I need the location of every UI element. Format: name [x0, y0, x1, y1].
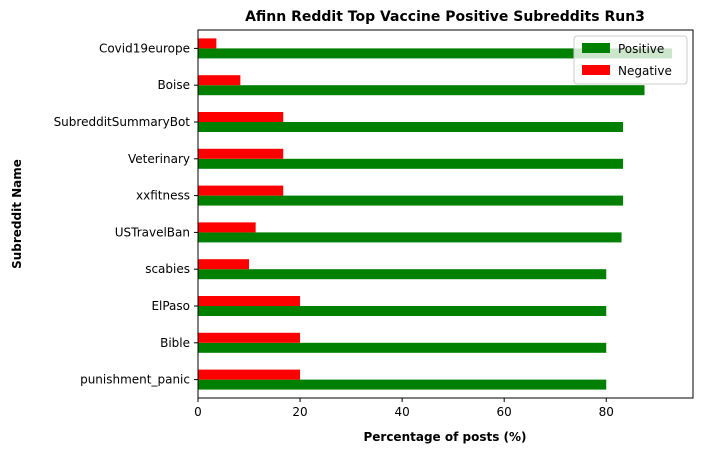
- legend: Positive Negative: [573, 35, 688, 85]
- bar-positive-Veterinary: [198, 158, 624, 169]
- legend-label-negative: Negative: [618, 64, 672, 78]
- bar-negative-scabies: [198, 259, 250, 270]
- bar-negative-Covid19europe: [198, 38, 217, 49]
- y-tick-label: Boise: [157, 78, 190, 92]
- y-tick-label: SubredditSummaryBot: [54, 115, 191, 129]
- bar-positive-Bible: [198, 342, 607, 353]
- bar-negative-SubredditSummaryBot: [198, 112, 284, 122]
- bar-positive-USTravelBan: [198, 232, 622, 243]
- bar-negative-Boise: [198, 75, 241, 86]
- x-tick-label: 20: [292, 405, 307, 419]
- bar-positive-ElPaso: [198, 306, 607, 316]
- y-tick-label: Bible: [160, 336, 190, 350]
- x-tick-label: 60: [497, 405, 512, 419]
- y-tick-label: ElPaso: [151, 299, 190, 313]
- bar-positive-scabies: [198, 269, 607, 280]
- y-tick-label: xxfitness: [136, 189, 190, 203]
- bar-negative-Bible: [198, 332, 301, 343]
- x-ticks-group: 0 20 40 60 80: [194, 398, 614, 419]
- bar-positive-SubredditSummaryBot: [198, 122, 624, 132]
- legend-swatch-negative: [582, 65, 610, 75]
- legend-swatch-positive: [582, 43, 610, 53]
- y-tick-label: Veterinary: [128, 152, 190, 166]
- y-tick-label: USTravelBan: [115, 225, 190, 239]
- y-ticks-group: Covid19europe Boise SubredditSummaryBot Vet…: [54, 41, 198, 387]
- x-tick-label: 40: [394, 405, 409, 419]
- plot-frame: [197, 29, 694, 399]
- bar-positive-xxfitness: [198, 195, 624, 206]
- bar-negative-USTravelBan: [198, 222, 256, 233]
- bar-positive-Boise: [198, 85, 645, 96]
- y-tick-label: scabies: [145, 262, 190, 276]
- y-axis-label: Subreddit Name: [10, 159, 24, 269]
- bar-negative-punishment_panic: [198, 369, 301, 380]
- x-tick-label: 0: [194, 405, 202, 419]
- x-tick-label: 80: [599, 405, 614, 419]
- chart-title: Afinn Reddit Top Vaccine Positive Subred…: [245, 9, 645, 25]
- x-axis-label: Percentage of posts (%): [363, 430, 526, 444]
- bar-negative-Veterinary: [198, 148, 284, 159]
- bar-negative-ElPaso: [198, 296, 301, 306]
- bars-group: [198, 38, 673, 390]
- y-tick-label: Covid19europe: [99, 41, 190, 55]
- legend-label-positive: Positive: [618, 42, 664, 56]
- bar-positive-punishment_panic: [198, 379, 607, 390]
- bar-negative-xxfitness: [198, 185, 284, 196]
- y-tick-label: punishment_panic: [80, 373, 190, 387]
- bar-positive-Covid19europe: [198, 48, 673, 59]
